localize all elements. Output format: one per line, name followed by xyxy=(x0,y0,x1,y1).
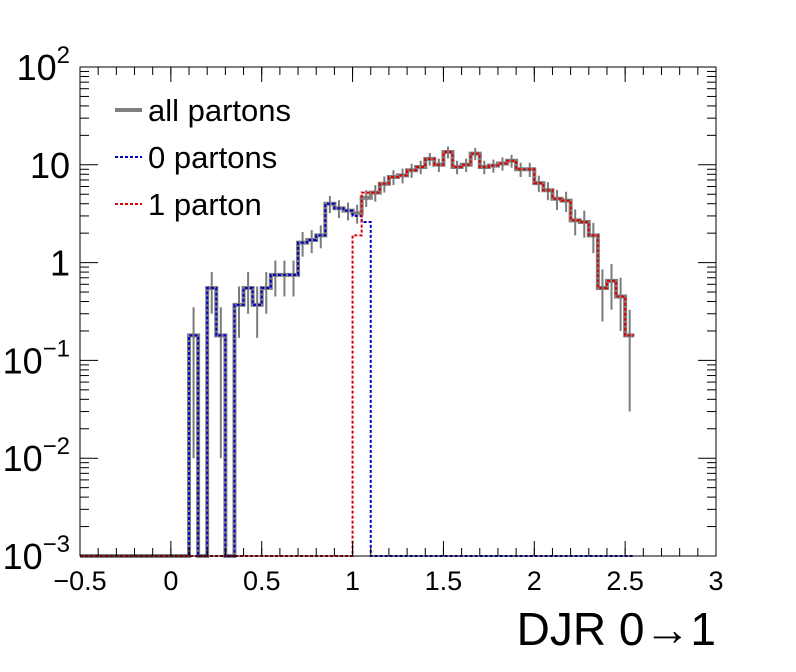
legend-label-2: 1 parton xyxy=(148,187,262,222)
x-tick-label: 1.5 xyxy=(425,566,463,596)
legend-label-0: all partons xyxy=(148,93,291,128)
y-tick-label: 10−1 xyxy=(3,335,70,381)
x-tick-label: 3 xyxy=(708,566,723,596)
legend-label-1: 0 partons xyxy=(148,140,277,175)
series-line-1 xyxy=(80,202,635,557)
x-tick-label: 2 xyxy=(527,566,542,596)
x-tick-label: 0 xyxy=(163,566,178,596)
legend: all partons 0 partons 1 parton xyxy=(115,93,291,222)
axes: −0.5 0 0.5 1 1.5 2 2.5 3 10−3 10−2 10−1 1 10 102 xyxy=(3,42,724,596)
x-axis-label: DJR 0→1 xyxy=(517,603,716,655)
plot-frame xyxy=(79,66,717,557)
y-tick-label: 102 xyxy=(17,42,70,88)
x-tick-label: 2.5 xyxy=(606,566,644,596)
x-tick-label: 1 xyxy=(345,566,360,596)
x-tick-label: 0.5 xyxy=(243,566,281,596)
y-tick-label: 10−3 xyxy=(3,531,70,577)
y-tick-label: 10−2 xyxy=(3,433,70,479)
plot-area xyxy=(80,146,635,558)
y-tick-label: 1 xyxy=(50,243,70,284)
y-tick-label: 10 xyxy=(30,145,70,186)
x-tick-label: −0.5 xyxy=(53,566,106,596)
